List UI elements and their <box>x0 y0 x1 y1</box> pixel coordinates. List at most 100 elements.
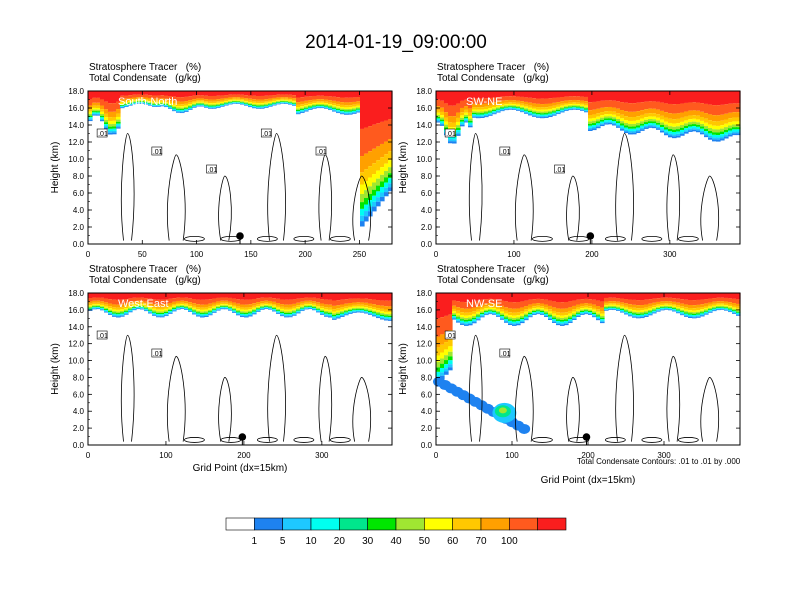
tracer-strip <box>200 293 205 300</box>
tracer-strip <box>152 102 157 104</box>
tracer-strip <box>348 305 353 308</box>
tracer-strip <box>664 127 669 130</box>
tracer-strip <box>532 114 537 116</box>
location-marker <box>586 232 595 240</box>
tracer-strip <box>384 163 389 172</box>
tracer-strip <box>580 109 585 111</box>
tracer-strip <box>104 306 109 308</box>
tracer-strip <box>716 105 721 116</box>
tracer-strip <box>692 102 697 111</box>
tracer-strip <box>288 94 293 98</box>
tracer-strip <box>588 303 593 307</box>
tracer-strip <box>636 315 641 317</box>
tracer-strip <box>736 117 741 122</box>
tracer-strip <box>700 315 705 317</box>
tracer-strip <box>636 131 641 133</box>
tracer-strip <box>312 304 317 307</box>
tracer-strip <box>216 104 221 106</box>
tracer-strip <box>192 303 197 306</box>
tracer-strip <box>348 308 353 311</box>
tracer-strip <box>364 311 369 313</box>
tracer-strip <box>328 307 333 310</box>
tracer-strip <box>172 298 177 302</box>
tracer-strip <box>556 111 561 113</box>
tracer-strip <box>368 91 373 127</box>
tracer-strip <box>628 91 633 104</box>
tracer-strip <box>244 102 249 104</box>
tracer-strip <box>248 103 253 105</box>
tracer-strip <box>312 306 317 308</box>
tracer-strip <box>580 104 585 107</box>
tracer-strip <box>588 293 593 300</box>
panel-header-nw-se: Stratosphere Tracer (%) Total Condensate… <box>437 264 549 286</box>
tracer-strip <box>460 123 465 125</box>
tracer-strip <box>232 102 237 103</box>
tracer-strip <box>124 308 129 310</box>
tracer-strip <box>648 116 653 120</box>
tracer-strip <box>180 106 185 108</box>
tracer-strip <box>592 316 597 318</box>
tracer-strip <box>500 110 505 112</box>
tracer-strip <box>208 108 213 109</box>
tracer-strip <box>380 91 385 122</box>
tracer-strip <box>668 308 673 309</box>
tracer-strip <box>732 121 737 125</box>
tracer-strip <box>460 91 465 101</box>
contour-loop <box>532 235 553 242</box>
tracer-strip <box>192 311 197 313</box>
tracer-strip <box>164 95 169 99</box>
tracer-strip <box>524 293 529 301</box>
tracer-strip <box>272 307 277 309</box>
tracer-strip <box>308 302 313 305</box>
tracer-strip <box>580 110 585 111</box>
tracer-strip <box>204 293 209 300</box>
tracer-strip <box>664 304 669 306</box>
tracer-strip <box>472 98 477 104</box>
tracer-strip <box>552 113 557 115</box>
tracer-strip <box>212 101 217 104</box>
tracer-strip <box>568 293 573 302</box>
tracer-strip <box>592 101 597 110</box>
y-tick-label: 6.0 <box>73 189 85 198</box>
tracer-strip <box>108 311 113 313</box>
tracer-strip <box>500 311 505 314</box>
tracer-strip <box>612 307 617 309</box>
tracer-strip <box>260 91 265 96</box>
tracer-strip <box>552 112 557 114</box>
tracer-strip <box>596 316 601 318</box>
tracer-strip <box>496 101 501 104</box>
tracer-strip <box>500 106 505 108</box>
tracer-strip <box>376 201 381 207</box>
tracer-strip <box>660 102 665 111</box>
tracer-strip <box>484 113 489 116</box>
tracer-strip <box>436 114 441 117</box>
colorbar-label: 40 <box>390 536 402 547</box>
tracer-strip <box>236 94 241 98</box>
tracer-strip <box>520 110 525 112</box>
tracer-strip <box>480 116 485 118</box>
tracer-strip <box>436 109 441 113</box>
tracer-strip <box>712 303 717 306</box>
tracer-strip <box>520 103 525 106</box>
tracer-strip <box>680 312 685 314</box>
tracer-strip <box>688 314 693 316</box>
tracer-strip <box>340 107 345 109</box>
tracer-strip <box>172 103 177 105</box>
tracer-strip <box>716 304 721 306</box>
tracer-strip <box>112 307 117 310</box>
y-tick-label: 18.0 <box>68 289 84 298</box>
tracer-strip <box>508 99 513 103</box>
tracer-strip <box>676 133 681 136</box>
tracer-strip <box>576 307 581 310</box>
tracer-strip <box>228 101 233 102</box>
tracer-strip <box>548 112 553 114</box>
tracer-strip <box>156 315 161 317</box>
y-tick-label: 8.0 <box>421 373 433 382</box>
tracer-strip <box>552 91 557 98</box>
tracer-strip <box>680 125 685 128</box>
tracer-strip <box>472 107 477 110</box>
tracer-strip <box>360 91 365 129</box>
plume-cell <box>498 407 507 414</box>
tracer-strip <box>292 99 297 102</box>
tracer-strip <box>212 107 217 109</box>
